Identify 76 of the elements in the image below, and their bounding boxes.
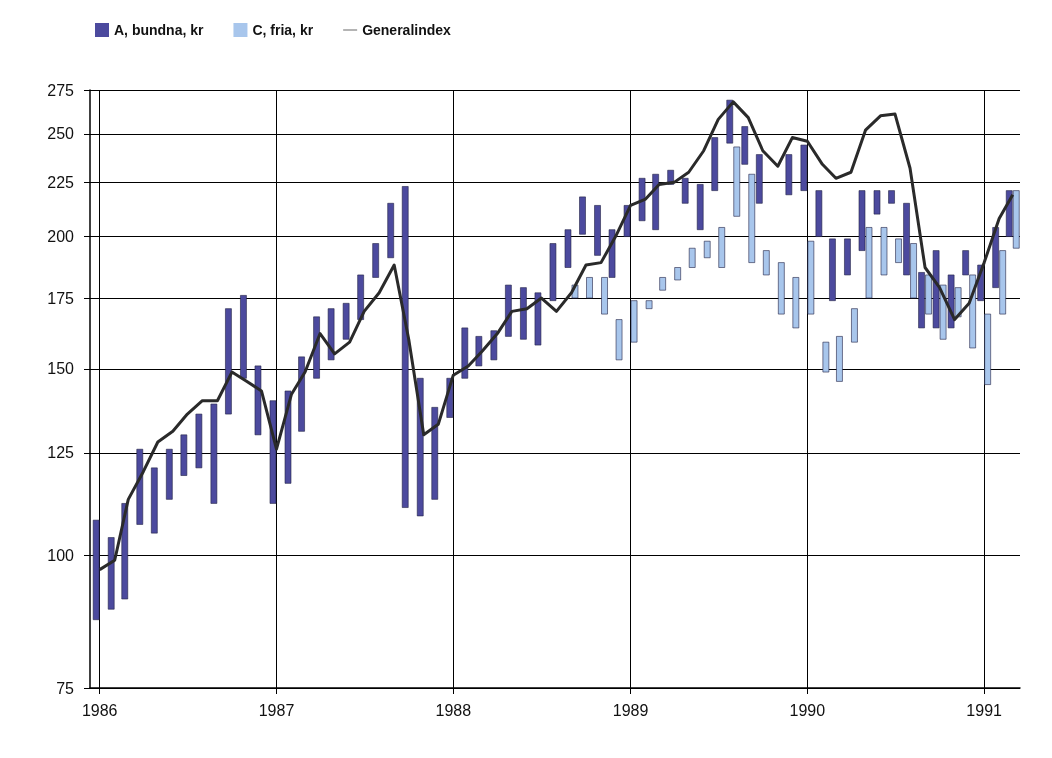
bar [534,292,542,346]
y-tick-label: 175 [47,289,75,307]
bar [696,184,704,231]
bar [763,250,770,276]
x-tick-label: 1990 [789,701,826,719]
y-tick-label: 200 [47,228,75,246]
y-tick-label: 125 [47,444,75,462]
bar [210,403,218,504]
bar [564,229,572,268]
x-tick-label: 1991 [966,701,1003,719]
x-tick-label: 1986 [81,701,118,719]
bar [703,240,711,259]
bar [674,267,681,281]
bar [984,313,991,385]
bar [792,277,800,329]
bar [785,154,793,196]
legend-label: A, bundna, kr [114,22,204,38]
bar [829,238,836,301]
y-tick-label: 250 [47,125,75,143]
bar [807,240,815,315]
y-tick-label: 100 [47,547,75,565]
bar [431,407,439,500]
bar [711,137,719,191]
bar [615,319,623,361]
bar [136,448,144,525]
x-tick-label: 1989 [612,701,649,719]
bar [688,247,696,268]
bar [645,300,653,309]
bar [844,238,851,276]
bar [822,341,830,373]
bar [180,434,188,476]
bar [681,177,689,204]
bar [372,243,379,278]
bar [630,300,638,343]
bar [342,303,350,340]
bar [166,448,173,500]
bar [836,336,843,382]
bar [327,308,335,361]
y-tick-label: 275 [47,81,75,99]
bar [579,196,586,235]
bar [520,287,527,340]
bar [254,365,262,436]
bar [357,274,364,320]
bar [107,537,115,610]
bar [387,202,394,259]
bar [151,467,158,534]
legend-label: C, fria, kr [252,22,314,38]
bar [195,413,203,469]
bar [401,186,409,508]
bar [92,519,100,620]
bar [873,190,881,215]
x-tick-label: 1987 [258,701,295,719]
bar [461,327,469,379]
bar [851,308,858,343]
bar [815,190,823,237]
bar [800,144,808,191]
bar [594,205,601,256]
y-tick-label: 75 [56,679,75,697]
bar [659,277,666,291]
y-tick-label: 225 [47,173,75,191]
bar [638,177,646,222]
bar [225,308,232,415]
bar [549,243,557,301]
bar [880,227,888,276]
bar [718,227,726,268]
legend-label: Generalindex [362,22,452,38]
bar [726,99,734,144]
bar [888,190,895,204]
bar [652,173,659,231]
line-series [98,100,1015,572]
bar [240,295,247,379]
bar [778,262,785,315]
bar [298,356,305,432]
bar [586,277,593,299]
y-tick-label: 150 [47,360,75,378]
x-tick-label: 1988 [435,701,472,719]
